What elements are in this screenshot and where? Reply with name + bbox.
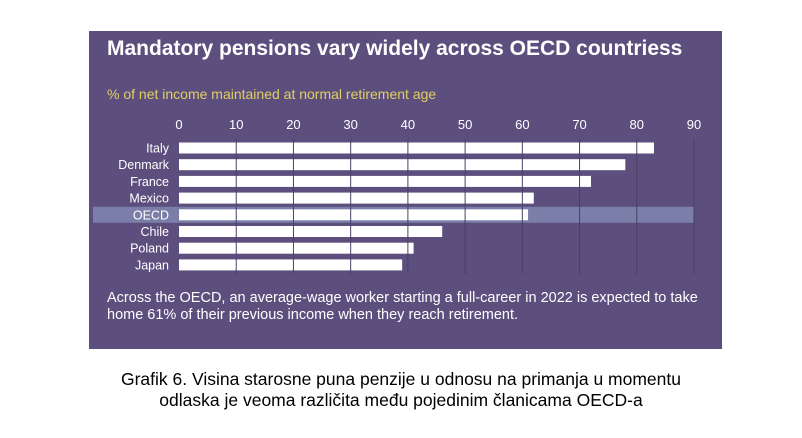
category-label: Italy [146,142,170,156]
x-tick-label: 70 [572,117,586,132]
figure-caption-line-2: odlaska je veoma različita među pojedini… [159,390,643,410]
bar-poland [179,242,414,254]
bar-denmark [179,159,626,171]
x-tick-label: 60 [515,117,529,132]
x-tick-label: 0 [175,117,182,132]
chart-title: Mandatory pensions vary widely across OE… [107,37,683,60]
category-label: OECD [133,208,169,222]
bar-oecd [179,209,529,221]
x-tick-label: 50 [458,117,472,132]
x-tick-label: 30 [343,117,357,132]
x-tick-label: 10 [229,117,243,132]
category-label: Chile [141,225,170,239]
bar-japan [179,259,403,271]
x-tick-label: 20 [286,117,300,132]
category-label: Mexico [129,192,169,206]
chart-note: Across the OECD, an average-wage worker … [107,290,698,323]
category-label: Denmark [118,158,169,172]
chart-panel: Mandatory pensions vary widely across OE… [89,31,722,349]
x-tick-label: 90 [687,117,701,132]
bar-chart: 0 10 20 30 40 50 60 70 80 90 Italy Denmark France Mex… [93,117,701,274]
figure-caption: Grafik 6. Visina starosne puna penzije u… [0,369,802,411]
figure-caption-line-1: Grafik 6. Visina starosne puna penzije u… [120,369,681,389]
chart-subtitle: % of net income maintained at normal ret… [107,86,437,102]
category-label: Poland [130,242,169,256]
bar-italy [179,142,654,154]
bar-france [179,175,591,187]
bar-chile [179,226,443,237]
x-tick-label: 80 [630,117,644,132]
bar-mexico [179,192,534,204]
category-label: Japan [135,258,169,272]
category-label: France [130,175,169,189]
x-tick-label: 40 [401,117,415,132]
